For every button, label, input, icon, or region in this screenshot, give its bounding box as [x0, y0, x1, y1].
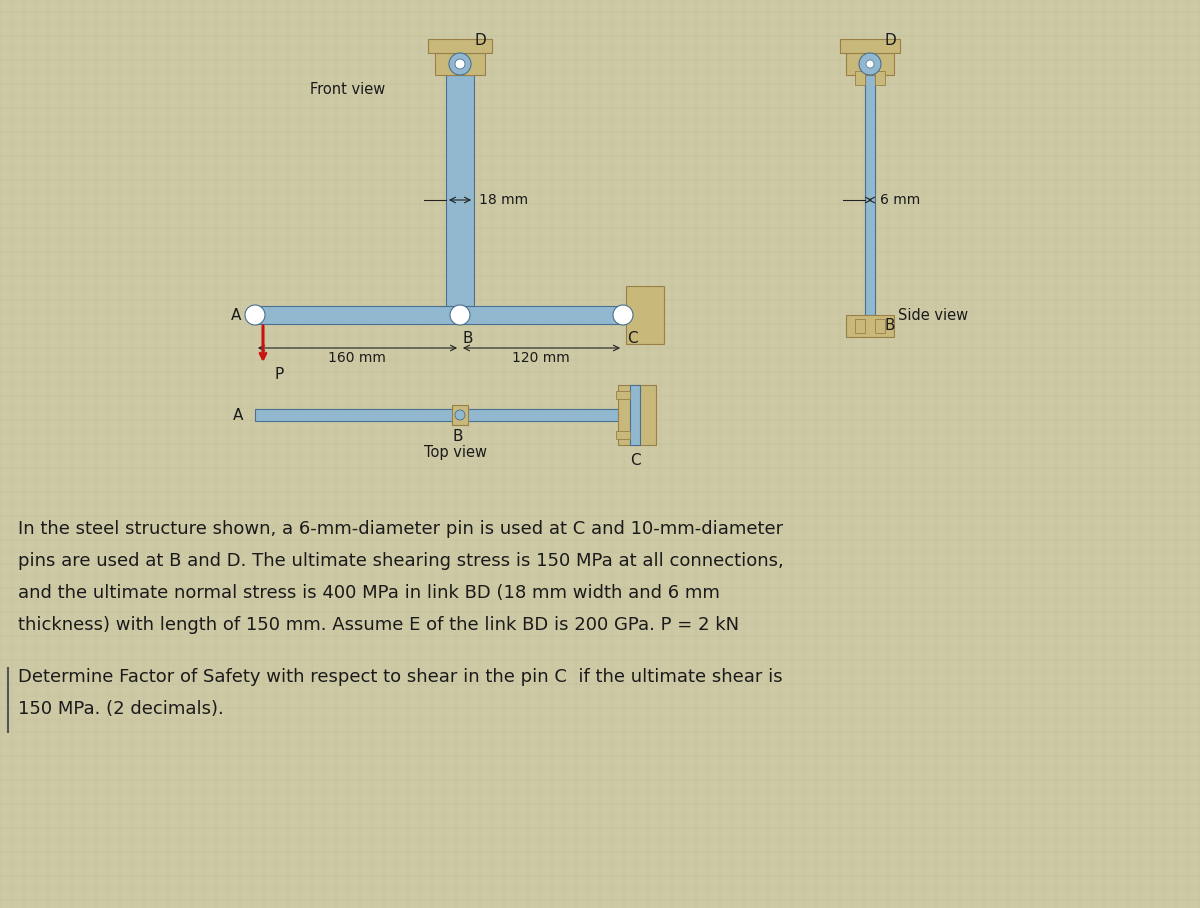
Bar — [256, 409, 640, 421]
Text: D: D — [884, 33, 895, 48]
Text: Top view: Top view — [424, 445, 486, 460]
Text: A: A — [233, 408, 242, 422]
Text: 18 mm: 18 mm — [479, 193, 528, 207]
Bar — [452, 405, 468, 425]
Text: 6 mm: 6 mm — [880, 193, 920, 207]
Text: and the ultimate normal stress is 400 MPa in link BD (18 mm width and 6 mm: and the ultimate normal stress is 400 MP… — [18, 584, 720, 602]
Circle shape — [859, 53, 881, 75]
Bar — [616, 391, 630, 399]
Bar — [854, 71, 865, 85]
Bar — [626, 286, 664, 344]
Text: D: D — [474, 33, 486, 48]
Circle shape — [450, 305, 470, 325]
Text: Determine Factor of Safety with respect to shear in the pin C  if the ultimate s: Determine Factor of Safety with respect … — [18, 668, 782, 686]
Text: pins are used at B and D. The ultimate shearing stress is 150 MPa at all connect: pins are used at B and D. The ultimate s… — [18, 552, 784, 570]
Circle shape — [455, 410, 466, 420]
Bar — [854, 319, 865, 333]
Text: thickness) with length of 150 mm. Assume E of the link BD is 200 GPa. P = 2 kN: thickness) with length of 150 mm. Assume… — [18, 616, 739, 634]
Text: 160 mm: 160 mm — [328, 351, 386, 365]
Text: 120 mm: 120 mm — [512, 351, 570, 365]
Text: A: A — [230, 308, 241, 322]
Bar — [446, 75, 474, 306]
Text: Side view: Side view — [898, 308, 968, 322]
Text: P: P — [275, 367, 284, 382]
Bar — [616, 431, 630, 439]
Bar — [436, 53, 485, 75]
Circle shape — [449, 53, 470, 75]
Circle shape — [613, 305, 634, 325]
Text: B: B — [884, 319, 894, 333]
Bar — [428, 39, 492, 53]
Circle shape — [455, 59, 466, 69]
Bar — [846, 315, 894, 337]
Bar — [846, 53, 894, 75]
Bar — [256, 306, 646, 324]
Bar — [618, 385, 656, 445]
Bar — [875, 319, 886, 333]
Bar — [865, 75, 875, 315]
Circle shape — [245, 305, 265, 325]
Circle shape — [866, 60, 874, 68]
Text: Front view: Front view — [310, 83, 385, 97]
Bar — [875, 71, 886, 85]
Text: C: C — [630, 453, 641, 468]
Text: In the steel structure shown, a 6-mm-diameter pin is used at C and 10-mm-diamete: In the steel structure shown, a 6-mm-dia… — [18, 520, 784, 538]
Text: B: B — [463, 331, 474, 346]
Bar — [630, 385, 640, 445]
Text: C: C — [628, 331, 637, 346]
Text: B: B — [452, 429, 463, 444]
Bar — [840, 39, 900, 53]
Text: 150 MPa. (2 decimals).: 150 MPa. (2 decimals). — [18, 700, 223, 718]
